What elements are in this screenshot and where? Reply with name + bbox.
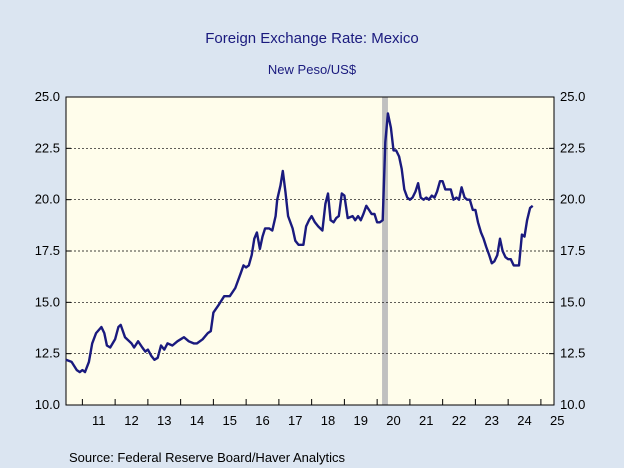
x-tick-label: 22	[452, 413, 466, 428]
y-tick-label-right: 20.0	[560, 192, 585, 207]
y-tick-label-left: 17.5	[35, 243, 60, 258]
source-note: Source: Federal Reserve Board/Haver Anal…	[69, 450, 346, 465]
x-tick-label: 21	[419, 413, 433, 428]
y-tick-label-left: 10.0	[35, 397, 60, 412]
x-tick-label: 19	[354, 413, 368, 428]
x-tick-label: 15	[223, 413, 237, 428]
x-tick-label: 20	[386, 413, 400, 428]
series-line-peso-per-usd	[65, 112, 534, 374]
y-tick-label-left: 22.5	[35, 140, 60, 155]
x-tick-label: 14	[190, 413, 204, 428]
recession-shade	[382, 97, 388, 405]
y-tick-label-right: 15.0	[560, 294, 585, 309]
x-tick-label: 24	[517, 413, 531, 428]
y-tick-label-right: 22.5	[560, 140, 585, 155]
y-tick-label-right: 17.5	[560, 243, 585, 258]
y-tick-label-left: 12.5	[35, 346, 60, 361]
x-tick-label: 18	[321, 413, 335, 428]
chart-subtitle: New Peso/US$	[267, 62, 357, 77]
y-tick-label-right: 10.0	[560, 397, 585, 412]
x-tick-label: 16	[255, 413, 269, 428]
y-tick-label-right: 25.0	[560, 89, 585, 104]
y-tick-label-left: 20.0	[35, 192, 60, 207]
x-tick-label: 11	[92, 413, 106, 428]
y-tick-label-left: 15.0	[35, 294, 60, 309]
x-tick-label: 25	[550, 413, 564, 428]
y-tick-label-left: 25.0	[35, 89, 60, 104]
x-tick-label: 17	[288, 413, 302, 428]
y-tick-label-right: 12.5	[560, 346, 585, 361]
x-tick-label: 12	[124, 413, 138, 428]
chart-title: Foreign Exchange Rate: Mexico	[205, 30, 419, 47]
x-tick-label: 13	[157, 413, 171, 428]
x-tick-label: 23	[485, 413, 499, 428]
